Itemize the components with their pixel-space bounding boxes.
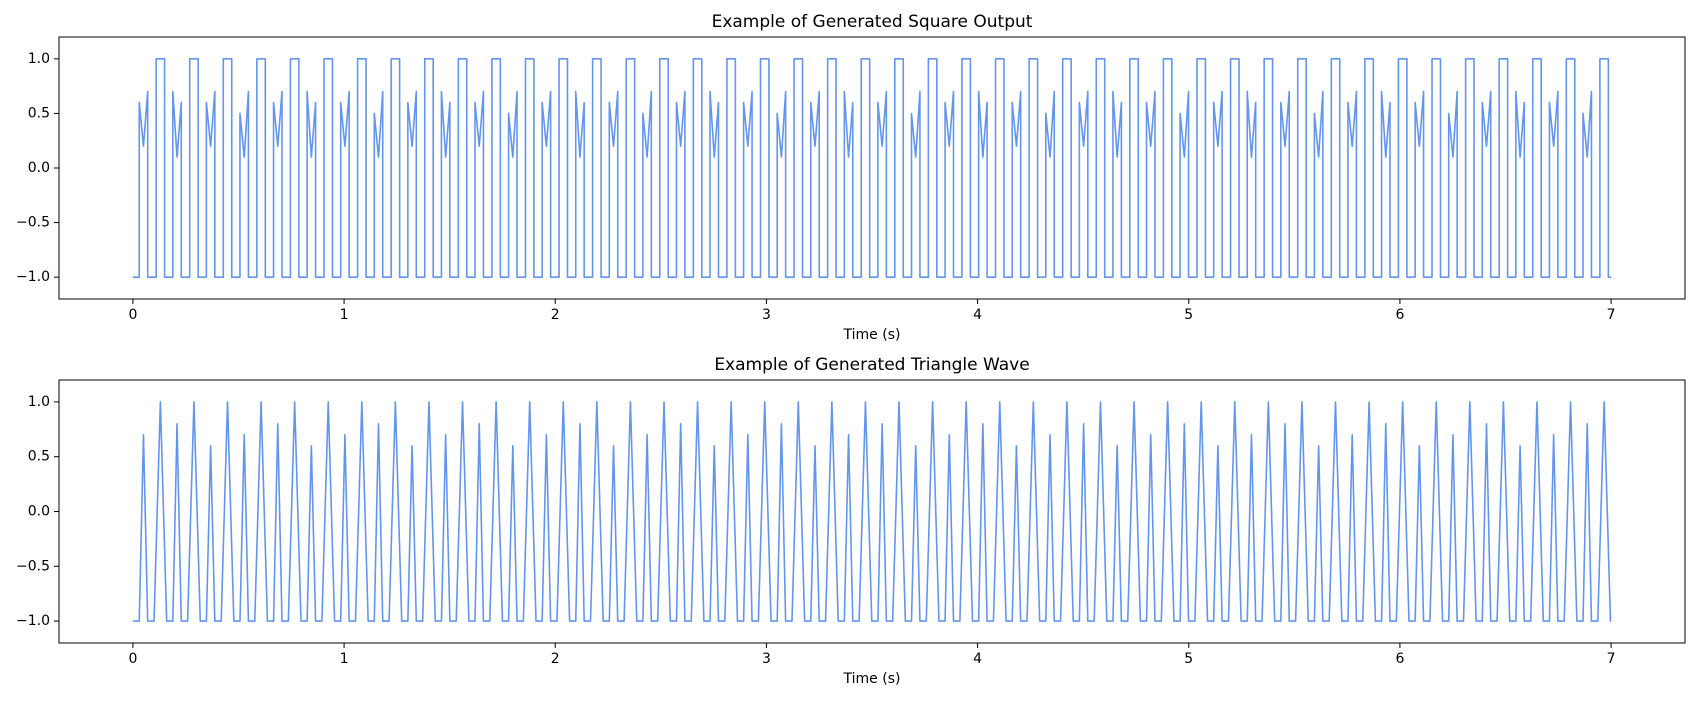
x-tick-label: 4: [973, 307, 982, 323]
y-tick-label: −1.0: [16, 269, 50, 285]
y-tick-label: 1.0: [28, 51, 50, 67]
x-tick-label: 4: [973, 651, 982, 667]
x-tick-label: 2: [551, 307, 560, 323]
x-tick-label: 6: [1395, 307, 1404, 323]
x-tick-label: 2: [551, 651, 560, 667]
chart-title: Example of Generated Square Output: [712, 12, 1033, 32]
axes-frame: [58, 379, 1686, 644]
chart-title: Example of Generated Triangle Wave: [714, 355, 1029, 375]
x-tick-label: 7: [1607, 651, 1616, 667]
waveform-line: [132, 58, 1612, 278]
x-tick-label: 5: [1184, 651, 1193, 667]
y-tick-label: −0.5: [16, 558, 50, 574]
x-tick-label: 5: [1184, 307, 1193, 323]
y-tick-label: 0.0: [28, 504, 50, 520]
x-tick-label: 3: [762, 307, 771, 323]
y-tick-label: 1.0: [28, 394, 50, 410]
y-tick-label: −1.0: [16, 613, 50, 629]
x-tick-label: 0: [128, 307, 137, 323]
x-axis-label: Time (s): [843, 671, 901, 687]
x-tick-label: 1: [340, 651, 349, 667]
x-tick-label: 6: [1395, 651, 1404, 667]
x-tick-label: 3: [762, 651, 771, 667]
x-tick-label: 7: [1607, 307, 1616, 323]
waveform-line: [132, 401, 1612, 622]
x-tick-label: 0: [128, 651, 137, 667]
x-axis-label: Time (s): [843, 327, 901, 343]
y-tick-label: 0.5: [28, 105, 50, 121]
y-tick-label: −0.5: [16, 215, 50, 231]
y-tick-label: 0.5: [28, 449, 50, 465]
axes-frame: [58, 36, 1686, 300]
y-tick-label: 0.0: [28, 160, 50, 176]
x-tick-label: 1: [340, 307, 349, 323]
